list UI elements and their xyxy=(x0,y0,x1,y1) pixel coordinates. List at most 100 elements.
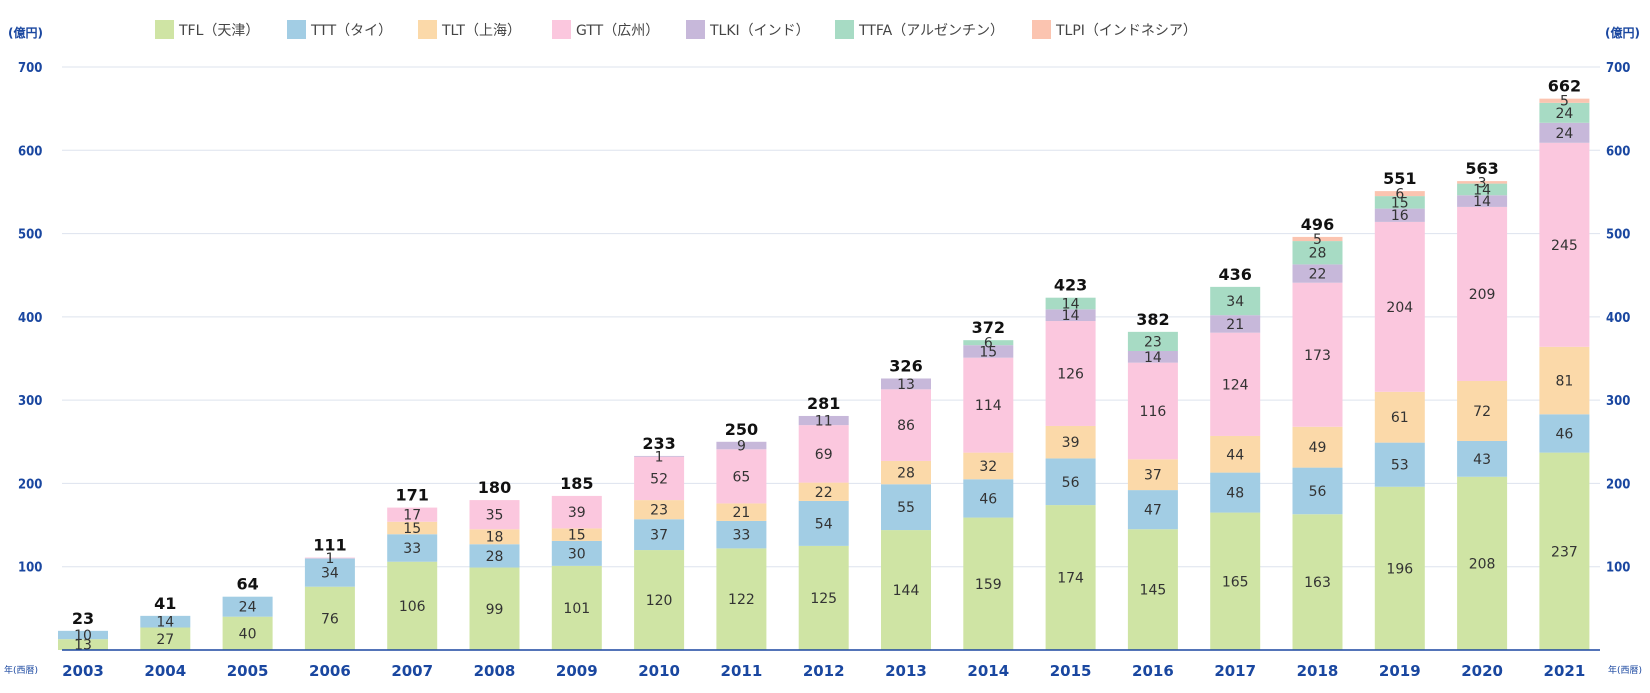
segment-value-label: 11 xyxy=(815,414,833,430)
segment-value-label: 18 xyxy=(486,530,504,546)
segment-value-label: 122 xyxy=(728,592,755,608)
bar-segment xyxy=(634,500,685,520)
segment-value-label: 32 xyxy=(979,459,997,475)
segment-value-label: 47 xyxy=(1144,503,1162,519)
bar-segment xyxy=(798,482,849,501)
segment-value-label: 56 xyxy=(1062,475,1080,491)
x-tick-label: 2014 xyxy=(967,662,1009,680)
segment-value-label: 208 xyxy=(1469,556,1496,572)
bar-segment xyxy=(1292,236,1343,242)
bar-segment xyxy=(222,596,273,617)
bar-segment xyxy=(716,441,767,450)
bars: 1310232714414024647634111110633151717199… xyxy=(58,77,1590,654)
y-tick-label-right: 100 xyxy=(1606,561,1630,576)
bar-segment xyxy=(1045,321,1096,426)
bar-group-2008: 99 28 18 35 180 xyxy=(469,478,520,650)
bar-segment xyxy=(1539,414,1590,453)
bar-segment xyxy=(963,345,1014,358)
y-tick-label-right: 500 xyxy=(1606,228,1630,243)
bar-segment xyxy=(1374,391,1425,443)
bar-segment xyxy=(1127,490,1178,530)
segment-value-label: 6 xyxy=(1395,187,1404,203)
segment-value-label: 81 xyxy=(1555,374,1573,390)
segment-value-label: 144 xyxy=(893,583,920,599)
bar-group-2005: 40 24 64 xyxy=(222,575,273,650)
segment-value-label: 46 xyxy=(1555,426,1573,442)
bar-segment xyxy=(881,378,931,390)
bar-segment xyxy=(304,557,355,559)
total-value-label: 563 xyxy=(1465,159,1498,178)
segment-value-label: 3 xyxy=(1478,175,1487,191)
segment-value-label: 209 xyxy=(1469,287,1496,303)
total-value-label: 496 xyxy=(1301,215,1334,234)
bar-segment xyxy=(551,540,602,566)
bar-segment xyxy=(881,389,931,461)
x-tick-label: 2020 xyxy=(1461,662,1503,680)
bar-segment xyxy=(1539,122,1590,143)
segment-value-label: 22 xyxy=(815,485,833,501)
segment-value-label: 61 xyxy=(1391,410,1409,426)
segment-value-label: 9 xyxy=(737,439,746,455)
bar-segment xyxy=(1045,505,1096,650)
total-value-label: 423 xyxy=(1054,276,1087,295)
y-tick-label-left: 600 xyxy=(18,144,42,159)
segment-value-label: 21 xyxy=(732,505,750,521)
total-value-label: 551 xyxy=(1383,169,1416,188)
bar-segment xyxy=(1210,286,1261,316)
total-value-label: 281 xyxy=(807,394,840,413)
segment-value-label: 76 xyxy=(321,611,339,627)
segment-value-label: 43 xyxy=(1473,452,1491,468)
y-tick-label-left: 100 xyxy=(18,561,42,576)
bar-segment xyxy=(387,534,438,562)
x-tick-label: 2010 xyxy=(638,662,680,680)
legend-swatch xyxy=(686,20,705,39)
bar-segment xyxy=(1539,452,1590,650)
x-unit-right: 年(西暦) xyxy=(1608,664,1642,676)
y-tick-label-right: 400 xyxy=(1606,311,1630,326)
bar-segment xyxy=(387,507,438,522)
total-value-label: 372 xyxy=(972,318,1005,337)
bar-segment xyxy=(1210,332,1261,436)
bar-segment xyxy=(963,357,1014,453)
bar-segment xyxy=(716,548,767,650)
legend-label: TLPI（インドネシア） xyxy=(1055,23,1197,39)
segment-value-label: 21 xyxy=(1226,317,1244,333)
segment-value-label: 33 xyxy=(403,541,421,557)
legend-swatch xyxy=(1032,20,1051,39)
segment-value-label: 23 xyxy=(1144,334,1162,350)
bar-segment xyxy=(716,520,767,549)
legend-label: TFL（天津） xyxy=(178,23,259,39)
segment-value-label: 14 xyxy=(1144,350,1162,366)
bar-segment xyxy=(551,528,602,541)
y-unit-right: (億円) xyxy=(1605,25,1640,40)
bar-segment xyxy=(551,565,602,650)
segment-value-label: 101 xyxy=(563,601,590,617)
segment-value-label: 165 xyxy=(1222,574,1249,590)
bar-segment xyxy=(963,479,1014,518)
bar-segment xyxy=(1292,426,1343,468)
segment-value-label: 99 xyxy=(486,602,504,618)
x-tick-label: 2017 xyxy=(1214,662,1256,680)
segment-value-label: 124 xyxy=(1222,377,1249,393)
bar-segment xyxy=(469,529,520,545)
bar-segment xyxy=(634,456,685,501)
bar-segment xyxy=(1127,331,1178,352)
segment-value-label: 196 xyxy=(1386,561,1413,577)
segment-value-label: 145 xyxy=(1140,583,1167,599)
bar-segment xyxy=(963,517,1014,650)
bar-segment xyxy=(716,503,767,521)
legend-swatch xyxy=(418,20,437,39)
x-tick-label: 2013 xyxy=(885,662,927,680)
x-tick-label: 2018 xyxy=(1297,662,1339,680)
segment-value-label: 174 xyxy=(1057,571,1084,587)
total-value-label: 382 xyxy=(1136,310,1169,329)
segment-value-label: 23 xyxy=(650,503,668,519)
total-value-label: 662 xyxy=(1548,77,1581,96)
segment-value-label: 49 xyxy=(1309,440,1327,456)
segment-value-label: 44 xyxy=(1226,447,1244,463)
segment-value-label: 53 xyxy=(1391,458,1409,474)
x-tick-label: 2011 xyxy=(721,662,763,680)
segment-value-label: 40 xyxy=(239,626,257,642)
